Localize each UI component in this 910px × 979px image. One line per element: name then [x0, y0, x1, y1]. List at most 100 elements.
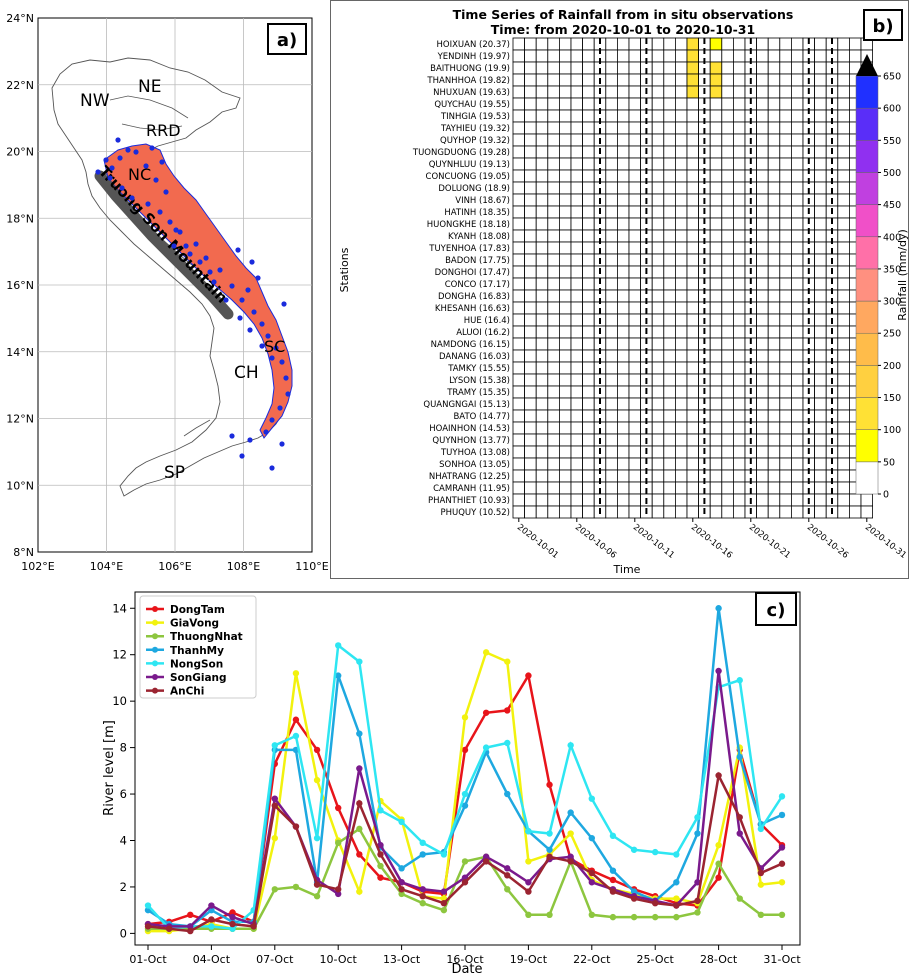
station-point: [193, 241, 199, 247]
map-lat-label: 22°N: [6, 79, 34, 92]
heatmap-station-label: BATO (14.77): [453, 412, 510, 422]
heatmap-cell: [709, 289, 723, 303]
heatmap-cell: [535, 445, 549, 459]
heatmap-cell: [663, 409, 676, 423]
heatmap-cell: [663, 385, 676, 399]
heatmap-cell: [790, 481, 804, 495]
heatmap-cell: [651, 349, 665, 363]
heatmap-cell: [779, 61, 792, 75]
heatmap-cell: [779, 253, 792, 267]
heatmap-cell: [837, 205, 850, 219]
heatmap-cell: [790, 361, 804, 375]
heatmap-cell: [547, 349, 560, 363]
heatmap-cell: [756, 493, 769, 507]
heatmap-cell: [709, 277, 723, 291]
heatmap-cell: [570, 337, 584, 351]
series-point: [525, 888, 532, 895]
heatmap-cell: [582, 241, 595, 255]
heatmap-cell: [558, 457, 572, 471]
heatmap-cell: [814, 85, 827, 99]
heatmap-cell: [616, 73, 630, 87]
heatmap-cell: [790, 469, 804, 483]
heatmap-cell: [837, 37, 850, 51]
heatmap-cell: [837, 421, 850, 435]
heatmap-cell: [570, 361, 584, 375]
heatmap-cell: [524, 349, 537, 363]
heatmap-cell: [814, 265, 827, 279]
heatmap-cell: [674, 217, 688, 231]
heatmap-cell: [605, 313, 618, 327]
station-point: [249, 259, 255, 265]
heatmap-cell: [686, 421, 700, 435]
heatmap-cell: [547, 121, 560, 135]
heatmap-cell: [767, 457, 781, 471]
heatmap-cell: [756, 385, 769, 399]
heatmap-cell: [651, 157, 665, 171]
heatmap-station-label: QUYHOP (19.32): [440, 136, 510, 146]
heatmap-cell: [756, 373, 769, 387]
heatmap-cell: [512, 385, 526, 399]
heatmap-cell: [849, 493, 862, 507]
heatmap-cell: [582, 421, 595, 435]
heatmap-cell: [651, 133, 665, 147]
legend-swatch-marker: [152, 633, 158, 640]
heatmap-cell: [732, 37, 746, 51]
heatmap-cell: [628, 433, 642, 447]
heatmap-cell: [512, 169, 526, 183]
colorbar-label: Rainfall (mm/dy): [896, 229, 909, 321]
line-y-tick-label: 6: [120, 787, 127, 801]
legend-label: ThanhMy: [170, 645, 224, 657]
heatmap-cell: [756, 205, 769, 219]
heatmap-cell: [663, 109, 676, 123]
heatmap-cell: [651, 181, 665, 195]
heatmap-cell: [756, 217, 769, 231]
heatmap-cell: [547, 73, 560, 87]
heatmap-cell: [558, 109, 572, 123]
heatmap-station-label: TAMKY (15.55): [447, 364, 510, 374]
heatmap-cell: [709, 37, 723, 51]
station-point: [107, 175, 113, 181]
heatmap-cell: [767, 349, 781, 363]
heatmap-cell: [651, 481, 665, 495]
heatmap-cell: [535, 385, 549, 399]
heatmap-cell: [767, 253, 781, 267]
map-lat-label: 20°N: [6, 146, 34, 159]
map-lon-label: 108°E: [227, 560, 260, 573]
heatmap-cell: [814, 373, 827, 387]
heatmap-cell: [663, 73, 676, 87]
station-point: [129, 195, 135, 201]
heatmap-cell: [628, 505, 642, 519]
colorbar-tick-label: 450: [883, 200, 901, 211]
heatmap-cell: [721, 349, 734, 363]
heatmap-cell: [756, 145, 769, 159]
series-point: [313, 746, 321, 754]
line-chart-svg: 0 2 4 6 8 10 12 14 01-Oct 04-Oct 07-Oct 10-Oct 13-O…: [102, 591, 801, 977]
series-point: [144, 923, 152, 930]
heatmap-cell: [837, 277, 850, 291]
line-x-tick-label: 22-Oct: [573, 953, 611, 966]
heatmap-cell: [721, 253, 734, 267]
series-point: [630, 913, 638, 921]
heatmap-cell: [837, 409, 850, 423]
heatmap-cell: [628, 301, 642, 315]
rrd-boundary: [121, 123, 183, 131]
station-point: [283, 375, 289, 381]
station-point: [197, 259, 203, 265]
heatmap-cell: [732, 229, 746, 243]
heatmap-cell: [651, 301, 665, 315]
heatmap-cell: [570, 193, 584, 207]
heatmap-cell: [570, 421, 584, 435]
heatmap-cell: [616, 457, 630, 471]
legend-label: NongSon: [170, 658, 223, 670]
heatmap-station-label: NHATRANG (12.25): [429, 472, 510, 482]
heatmap-cell: [558, 373, 572, 387]
heatmap-cell: [651, 457, 665, 471]
heatmap-cell: [524, 301, 537, 315]
heatmap-cell: [616, 421, 630, 435]
heatmap-cell: [605, 265, 618, 279]
heatmap-cell: [790, 289, 804, 303]
heatmap-cell: [790, 49, 804, 63]
heatmap-cell: [524, 73, 537, 87]
heatmap-cell: [837, 337, 850, 351]
colorbar-tick-label: 500: [883, 168, 901, 179]
